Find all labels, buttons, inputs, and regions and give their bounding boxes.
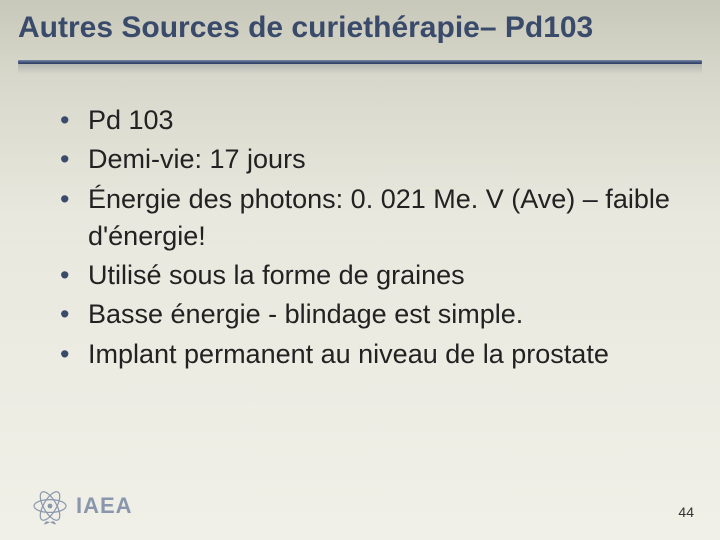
footer: IAEA 44 [0,476,720,526]
list-item: Pd 103 [60,102,670,139]
page-number: 44 [678,504,694,520]
bullet-text: Pd 103 [88,105,174,135]
bullet-text: Demi-vie: 17 jours [88,144,306,174]
list-item: Demi-vie: 17 jours [60,141,670,178]
list-item: Implant permanent au niveau de la prosta… [60,336,670,373]
content-area: Pd 103 Demi-vie: 17 jours Énergie des ph… [0,74,720,373]
bullet-list: Pd 103 Demi-vie: 17 jours Énergie des ph… [60,102,670,373]
bullet-text: Implant permanent au niveau de la prosta… [88,339,609,369]
list-item: Basse énergie - blindage est simple. [60,296,670,333]
org-logo: IAEA [30,486,133,526]
bullet-text: Utilisé sous la forme de graines [88,260,465,290]
slide-title: Autres Sources de curiethérapie– Pd103 [18,10,702,46]
bullet-text: Basse énergie - blindage est simple. [88,299,523,329]
bullet-text: Énergie des photons: 0. 021 Me. V (Ave) … [88,184,670,251]
title-area: Autres Sources de curiethérapie– Pd103 [0,0,720,54]
atom-icon [30,486,70,526]
list-item: Énergie des photons: 0. 021 Me. V (Ave) … [60,181,670,256]
title-shadow [18,64,702,74]
list-item: Utilisé sous la forme de graines [60,257,670,294]
org-name: IAEA [76,493,133,519]
